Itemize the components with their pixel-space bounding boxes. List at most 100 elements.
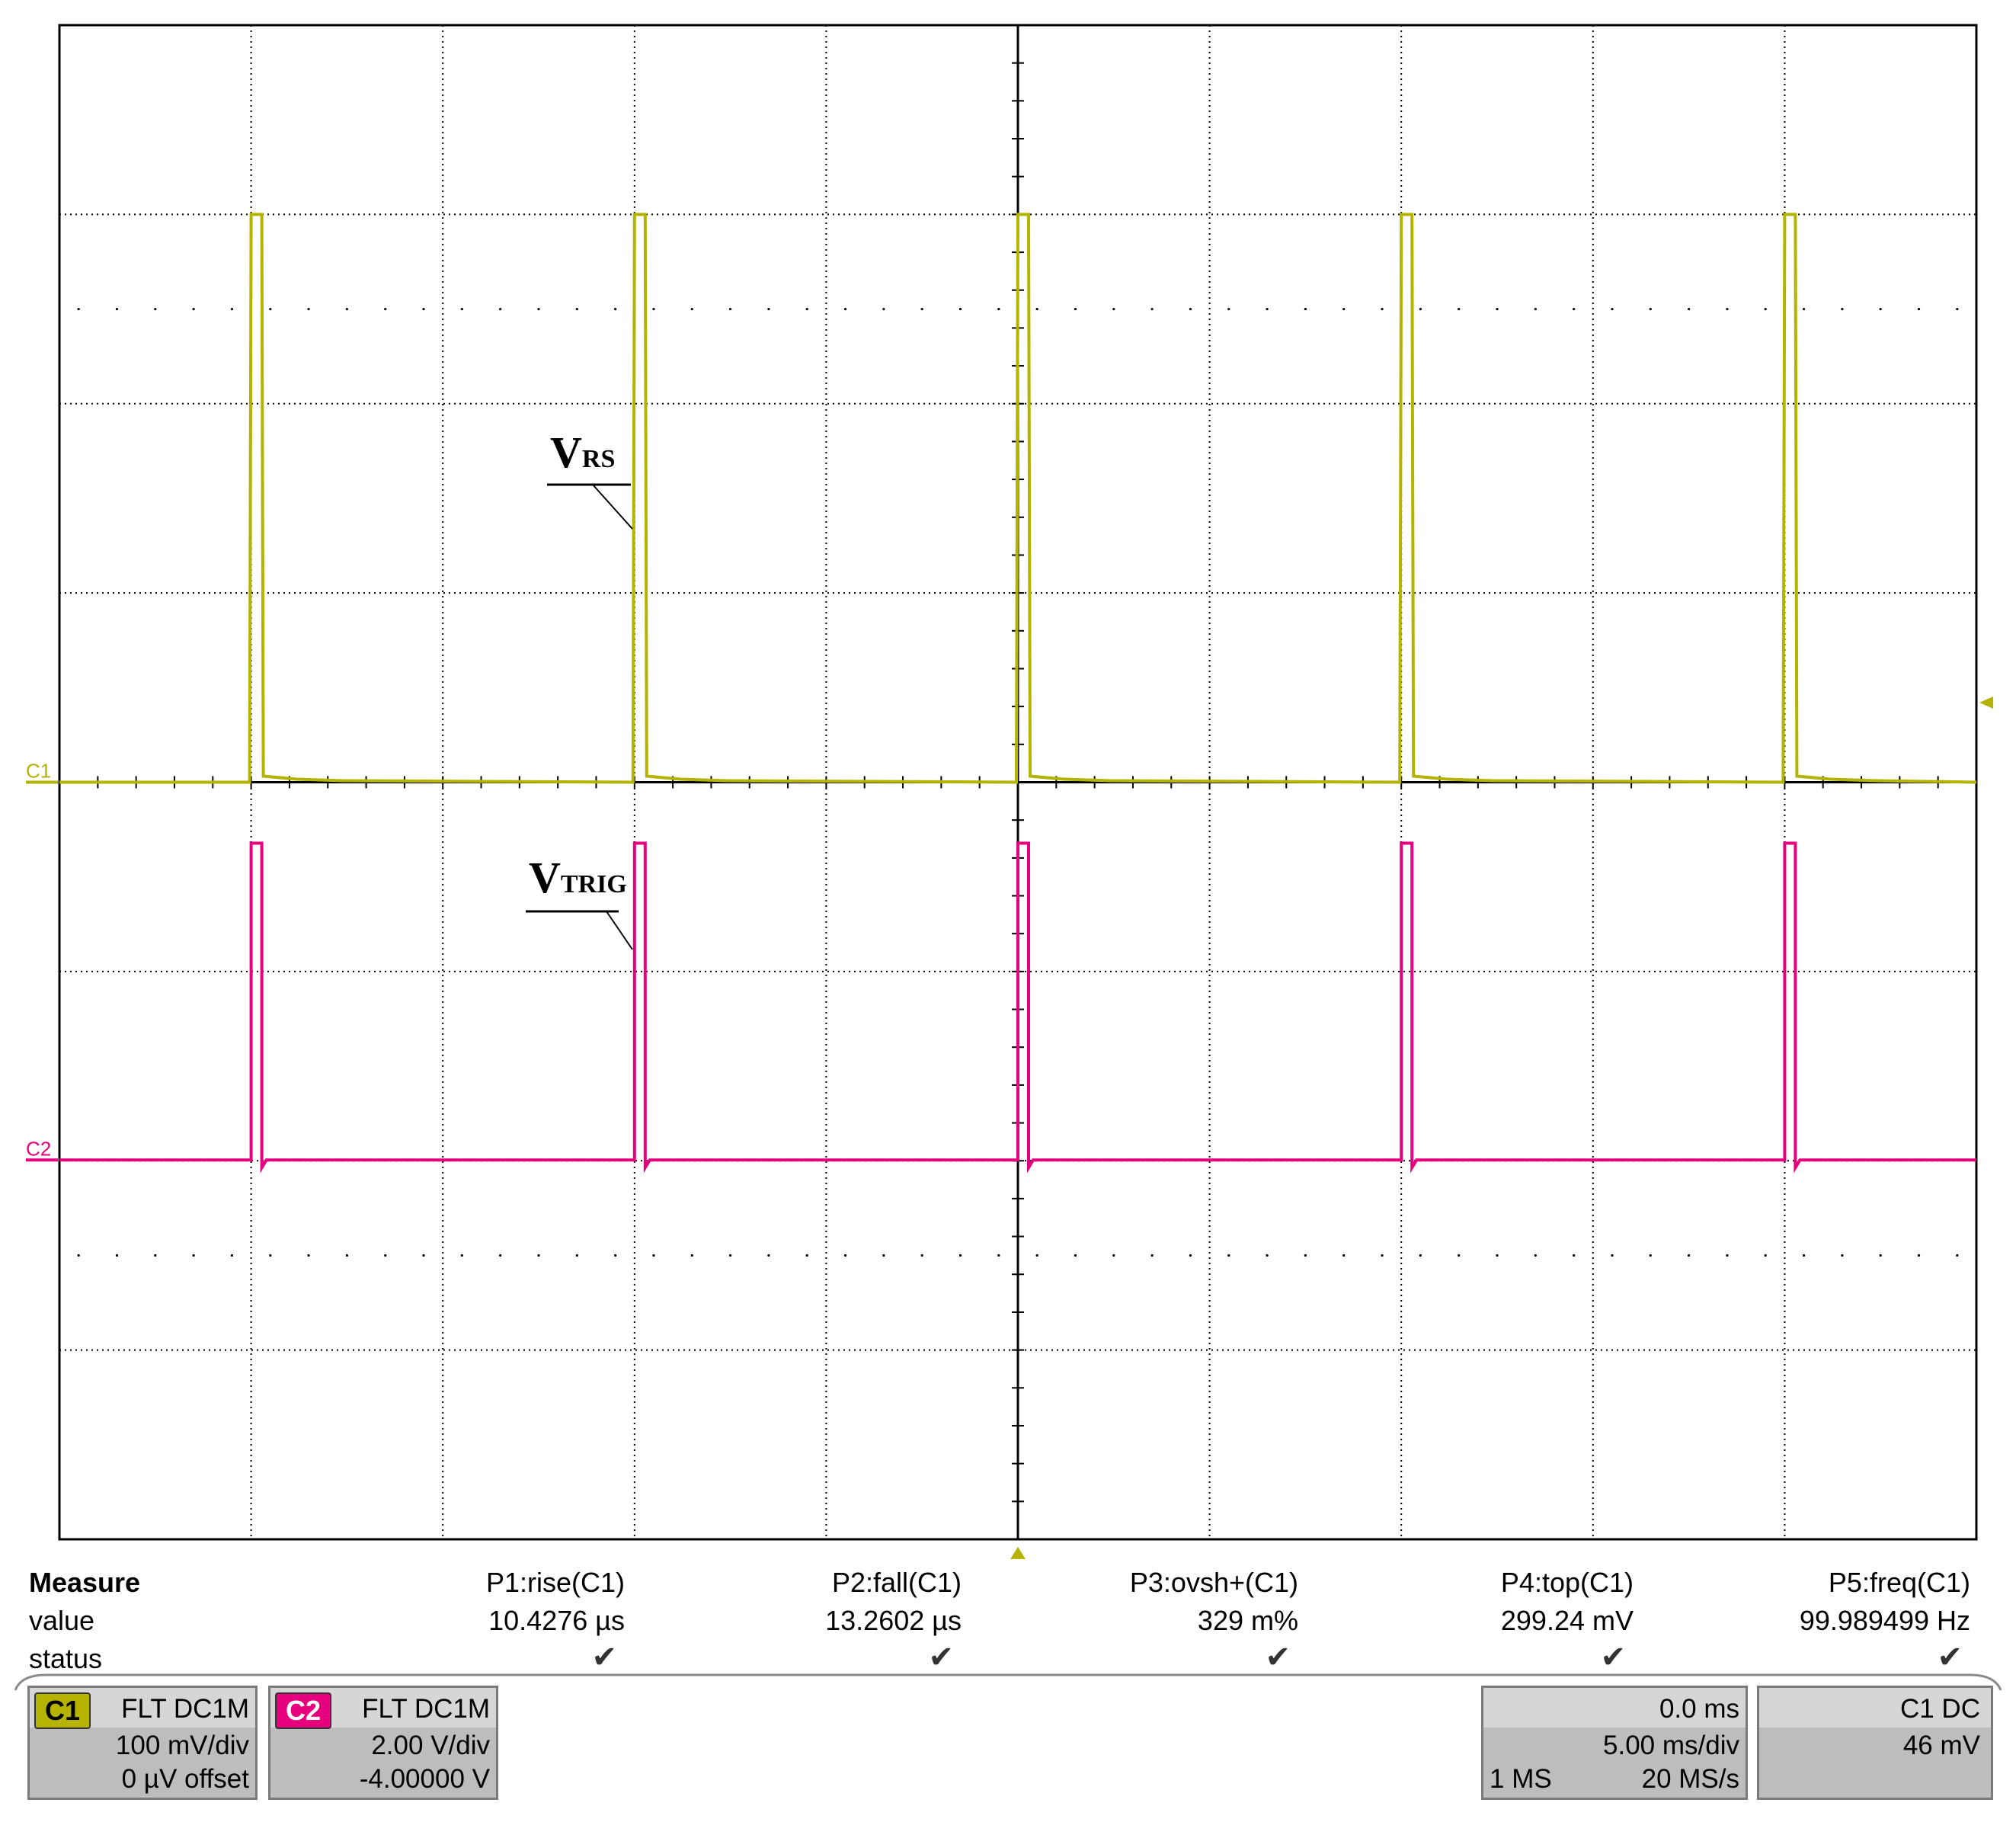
minor-dot [1035, 307, 1038, 311]
minor-dot [1112, 1254, 1115, 1257]
minor-dot [1496, 307, 1499, 311]
minor-dot [1726, 307, 1729, 311]
c2-badge: C2 [275, 1692, 332, 1729]
minor-dot [1304, 307, 1307, 311]
timebase-box[interactable]: 0.0 ms 5.00 ms/div 1 MS 20 MS/s [1481, 1686, 1748, 1800]
minor-dot [920, 1254, 923, 1257]
c2-trace [59, 841, 1976, 1174]
timebase-rate: 20 MS/s [1641, 1764, 1739, 1794]
measure-title: Measure [29, 1567, 141, 1598]
param-p4-status-icon: ✔ [1600, 1641, 1626, 1674]
minor-dot [1879, 1254, 1882, 1257]
minor-dot [422, 307, 425, 311]
minor-dot [882, 1254, 885, 1257]
minor-dot [1956, 307, 1959, 311]
minor-dot [1112, 307, 1115, 311]
c2-coupling: FLT DC1M [362, 1694, 490, 1724]
trigger-box[interactable]: C1 DC 46 mV [1757, 1686, 1993, 1800]
minor-dot [614, 307, 617, 311]
minor-dot [1266, 307, 1269, 311]
minor-dot [958, 1254, 962, 1257]
minor-dot [1458, 307, 1461, 311]
minor-dot [1419, 1254, 1422, 1257]
minor-dot [690, 1254, 693, 1257]
minor-dot [77, 1254, 80, 1257]
param-p2-value: 13.2602 µs [825, 1605, 962, 1636]
minor-dot [307, 1254, 310, 1257]
minor-dot [690, 307, 693, 311]
param-p3-status-icon: ✔ [1265, 1641, 1291, 1674]
c1-descriptor-box[interactable]: C1 FLT DC1M 100 mV/div 0 µV offset [27, 1686, 258, 1800]
minor-dot [1150, 1254, 1154, 1257]
param-p5-status-icon: ✔ [1937, 1641, 1963, 1674]
minor-dot [1035, 1254, 1038, 1257]
minor-dot [1726, 1254, 1729, 1257]
c2-descriptor-box[interactable]: C2 FLT DC1M 2.00 V/div -4.00000 V [268, 1686, 498, 1800]
minor-dot [269, 1254, 272, 1257]
minor-dot [1534, 307, 1537, 311]
minor-dot [77, 307, 80, 311]
minor-dot [614, 1254, 617, 1257]
minor-dot [1611, 307, 1614, 311]
timebase-samples: 1 MS [1490, 1764, 1552, 1794]
minor-dot [230, 307, 234, 311]
minor-dot [1458, 1254, 1461, 1257]
minor-dot [1573, 1254, 1576, 1257]
minor-dot [384, 1254, 387, 1257]
minor-dot [269, 307, 272, 311]
param-p4-name[interactable]: P4:top(C1) [1500, 1567, 1634, 1598]
minor-dot [1879, 307, 1882, 311]
minor-dot [652, 1254, 655, 1257]
minor-dot [499, 1254, 502, 1257]
minor-dot [1419, 307, 1422, 311]
minor-dot [1764, 1254, 1767, 1257]
minor-dot [1688, 1254, 1691, 1257]
minor-dot [1496, 1254, 1499, 1257]
param-p2-name[interactable]: P2:fall(C1) [831, 1567, 962, 1598]
minor-dot [1150, 307, 1154, 311]
param-p1-status-icon: ✔ [591, 1641, 617, 1674]
minor-dot [345, 307, 348, 311]
timebase-delay: 0.0 ms [1659, 1694, 1739, 1724]
minor-dot [1342, 1254, 1346, 1257]
oscilloscope-display: C1 C2 VRS VTRIG [26, 24, 1993, 1559]
minor-dot [1381, 1254, 1384, 1257]
trigger-level: 46 mV [1902, 1731, 1980, 1760]
vrs-annotation: VRS [550, 427, 616, 477]
minor-dot [537, 1254, 540, 1257]
minor-dot [1764, 307, 1767, 311]
minor-dot [997, 307, 1000, 311]
minor-dot [1074, 307, 1077, 311]
minor-dot [1649, 1254, 1652, 1257]
minor-dot [575, 1254, 578, 1257]
minor-dot [1074, 1254, 1077, 1257]
minor-dot [1649, 307, 1652, 311]
c2-offset: -4.00000 V [359, 1764, 490, 1794]
minor-dot [958, 307, 962, 311]
trigger-time-icon [1010, 1547, 1026, 1559]
minor-dot [1534, 1254, 1537, 1257]
minor-dot [384, 307, 387, 311]
minor-dot [1342, 307, 1346, 311]
timebase-per-div: 5.00 ms/div [1603, 1731, 1739, 1760]
minor-dot [1841, 307, 1844, 311]
minor-dot [1688, 307, 1691, 311]
vtrig-annotation: VTRIG [529, 853, 627, 902]
param-p3-name[interactable]: P3:ovsh+(C1) [1129, 1567, 1298, 1598]
minor-dot [345, 1254, 348, 1257]
trigger-level-icon [1979, 696, 1993, 709]
minor-dot [1189, 1254, 1192, 1257]
param-p1-name[interactable]: P1:rise(C1) [485, 1567, 625, 1598]
c2-ground-marker: C2 [26, 1137, 51, 1160]
c1-ground-marker: C1 [26, 760, 51, 783]
minor-dot [499, 307, 502, 311]
param-p5-value: 99.989499 Hz [1799, 1605, 1970, 1636]
param-p5-name[interactable]: P5:freq(C1) [1828, 1567, 1970, 1598]
c2-scale: 2.00 V/div [371, 1731, 490, 1760]
status-row-label: status [29, 1643, 103, 1674]
minor-dot [154, 307, 157, 311]
minor-dot [843, 307, 847, 311]
trigger-source: C1 DC [1899, 1694, 1980, 1724]
value-row-label: value [29, 1605, 95, 1636]
minor-dot [154, 1254, 157, 1257]
